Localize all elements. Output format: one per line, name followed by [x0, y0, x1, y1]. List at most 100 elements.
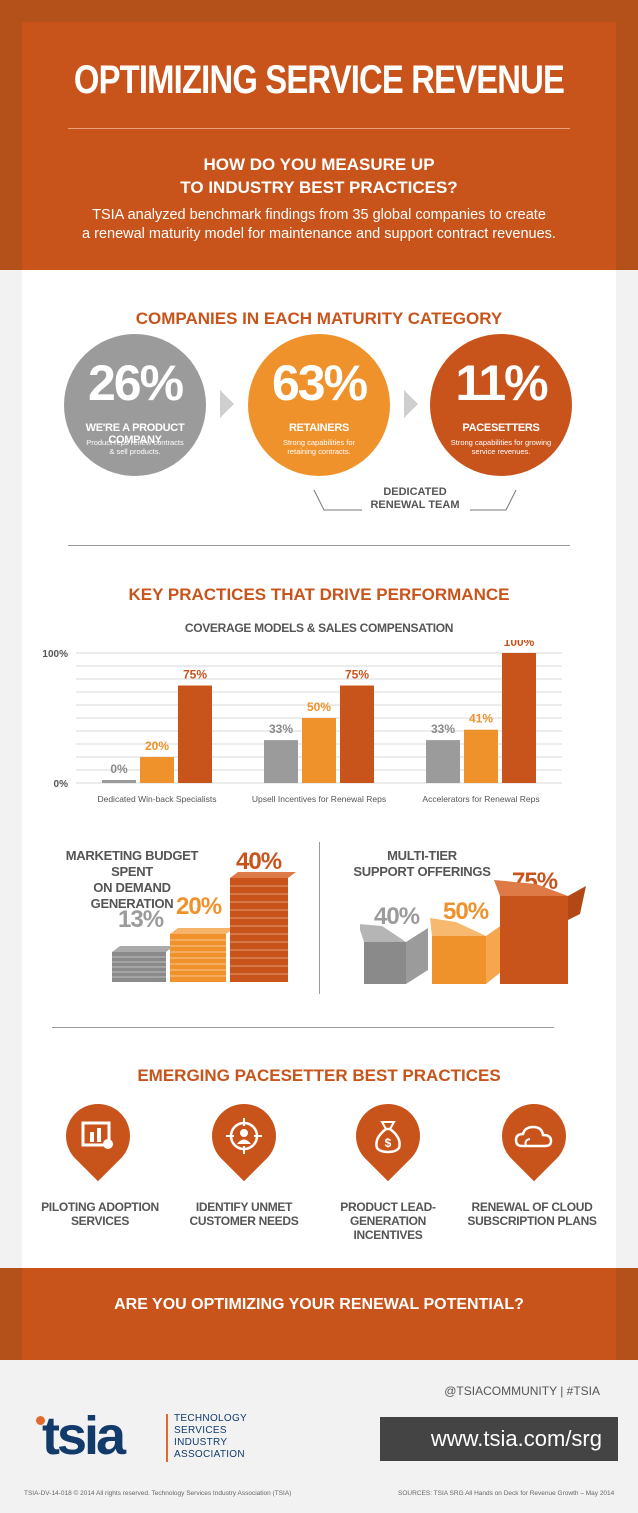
- emerging-label-renewal-cloud: RENEWAL OF CLOUD SUBSCRIPTION PLANS: [462, 1200, 602, 1228]
- header-question-line2: TO INDUSTRY BEST PRACTICES?: [180, 178, 458, 197]
- dedicated-line2: RENEWAL TEAM: [370, 499, 460, 511]
- bar-value-label: 0%: [110, 762, 128, 776]
- emerging-label-line1: RENEWAL OF CLOUD: [471, 1200, 593, 1214]
- chevron-right-icon: [220, 390, 234, 418]
- dedicated-bracket: [313, 489, 517, 511]
- bar: [464, 729, 498, 783]
- page-title: OPTIMIZING SERVICE REVENUE: [73, 58, 565, 102]
- url-box: [380, 1417, 618, 1461]
- website-link[interactable]: www.tsia.com/srg: [430, 1426, 602, 1451]
- money-bag-icon: $: [375, 1121, 401, 1154]
- cta-text: ARE YOU OPTIMIZING YOUR RENEWAL POTENTIA…: [114, 1296, 524, 1313]
- header-description: TSIA analyzed benchmark findings from 35…: [0, 206, 638, 244]
- maturity-desc: Strong capabilities for retaining contra…: [282, 438, 356, 456]
- coverage-bar-chart: 0% 100% 0% 20% 75% Dedicated Win-back Special…: [42, 640, 562, 804]
- maturity-pct: 11%: [455, 355, 548, 411]
- bar-value-label: 75%: [345, 668, 369, 682]
- section-divider: [68, 545, 570, 546]
- header-panel: [22, 22, 616, 270]
- vertical-divider: [319, 842, 320, 994]
- open-box-icon: [494, 880, 586, 984]
- bar: [264, 740, 298, 783]
- dedicated-renewal-team-label: DEDICATED RENEWAL TEAM: [360, 486, 470, 512]
- section-divider: [52, 1027, 554, 1028]
- bar: [178, 685, 212, 783]
- maturity-circle-retainers: 63% RETAINERS Strong capabilities for re…: [248, 334, 390, 476]
- maturity-pct: 26%: [87, 355, 184, 411]
- emerging-label-piloting: PILOTING ADOPTION SERVICES: [30, 1200, 170, 1228]
- maturity-name: PACESETTERS: [462, 422, 540, 434]
- bar-value-label: 33%: [269, 722, 293, 736]
- y-tick-label: 100%: [42, 649, 68, 660]
- budget-value-40: 40%: [236, 848, 282, 875]
- bar: [102, 780, 136, 783]
- practices-section-title: KEY PRACTICES THAT DRIVE PERFORMANCE: [128, 585, 510, 604]
- bar: [302, 718, 336, 783]
- emerging-label-line1: PRODUCT LEAD-GENERATION: [340, 1200, 436, 1228]
- header-desc-line2: a renewal maturity model for maintenance…: [82, 226, 556, 242]
- maturity-pct: 63%: [271, 355, 368, 411]
- header-divider: [68, 128, 570, 129]
- budget-title: MARKETING BUDGET SPENT ON DEMAND GENERAT…: [52, 848, 212, 912]
- money-stacks-illustration: [112, 872, 296, 982]
- dedicated-line1: DEDICATED: [383, 486, 447, 498]
- target-person-icon: [226, 1118, 262, 1154]
- emerging-label-line2: SUBSCRIPTION PLANS: [467, 1214, 597, 1228]
- emerging-label-line1: PILOTING ADOPTION: [41, 1200, 159, 1214]
- support-title-line1: MULTI-TIER: [387, 848, 457, 863]
- maturity-circle-product-company: 26% WE'RE A PRODUCT COMPANY Product reps…: [64, 334, 206, 476]
- bar-value-label: 75%: [183, 668, 207, 682]
- support-value-50: 50%: [443, 898, 489, 925]
- social-handle[interactable]: @TSIACOMMUNITY | #TSIA: [444, 1384, 600, 1398]
- money-stack-icon: [112, 946, 174, 982]
- organization-name: TECHNOLOGY SERVICES INDUSTRY ASSOCIATION: [174, 1413, 264, 1461]
- open-box-icon: [430, 918, 506, 984]
- maturity-circle-pacesetters: 11% PACESETTERS Strong capabilities for …: [430, 334, 572, 476]
- y-tick-label: 0%: [54, 779, 69, 790]
- x-tick-label: Upsell Incentives for Renewal Reps: [252, 794, 386, 804]
- support-title: MULTI-TIER SUPPORT OFFERINGS: [352, 848, 492, 880]
- emerging-section-title: EMERGING PACESETTER BEST PRACTICES: [137, 1066, 501, 1085]
- bar-value-label: 100%: [504, 640, 535, 649]
- bar-value-label: 50%: [307, 700, 331, 714]
- chevron-right-icon: [404, 390, 418, 418]
- cta-panel: [22, 1268, 616, 1360]
- maturity-desc: Product reps renew contracts & sell prod…: [86, 438, 184, 456]
- header-question: HOW DO YOU MEASURE UP TO INDUSTRY BEST P…: [0, 153, 638, 199]
- chart-title: COVERAGE MODELS & SALES COMPENSATION: [184, 621, 454, 635]
- budget-title-line1: MARKETING BUDGET SPENT: [65, 848, 199, 879]
- emerging-label-line2: CUSTOMER NEEDS: [189, 1214, 299, 1228]
- logo-dot: [36, 1416, 45, 1425]
- bar: [426, 740, 460, 783]
- header-desc-line1: TSIA analyzed benchmark findings from 35…: [92, 207, 546, 223]
- x-tick-label: Dedicated Win-back Specialists: [97, 794, 216, 804]
- header-question-line1: HOW DO YOU MEASURE UP: [203, 155, 435, 174]
- maturity-name: RETAINERS: [288, 422, 350, 434]
- org-line4: ASSOCIATION: [174, 1449, 245, 1460]
- support-value-40: 40%: [374, 903, 420, 930]
- chart-icon: [81, 1121, 113, 1149]
- maturity-name: WE'RE A PRODUCT COMPANY: [85, 422, 185, 446]
- org-line1: TECHNOLOGY: [174, 1413, 248, 1424]
- bar: [502, 653, 536, 783]
- emerging-label-product-lead: PRODUCT LEAD-GENERATION INCENTIVES: [318, 1200, 458, 1242]
- x-tick-label: Accelerators for Renewal Reps: [422, 794, 539, 804]
- org-line2: SERVICES: [174, 1425, 227, 1436]
- bar-value-label: 41%: [469, 712, 493, 726]
- org-line3: INDUSTRY: [174, 1437, 228, 1448]
- budget-title-line2: ON DEMAND GENERATION: [90, 880, 174, 911]
- cloud-icon: [514, 1125, 553, 1148]
- bar-value-label: 33%: [431, 722, 455, 736]
- support-title-line2: SUPPORT OFFERINGS: [353, 864, 491, 879]
- boxes-illustration: [360, 880, 586, 984]
- emerging-label-line1: IDENTIFY UNMET: [195, 1200, 293, 1214]
- budget-value-20: 20%: [176, 893, 222, 920]
- svg-text:$: $: [385, 1136, 392, 1150]
- bar-value-label: 20%: [145, 739, 169, 753]
- emerging-label-line2: INCENTIVES: [353, 1228, 423, 1242]
- open-box-icon: [360, 924, 428, 984]
- logo-accent-bar: [166, 1414, 168, 1462]
- tsia-logo: tsia: [42, 1406, 126, 1466]
- emerging-label-identify: IDENTIFY UNMET CUSTOMER NEEDS: [174, 1200, 314, 1228]
- bar: [140, 757, 174, 783]
